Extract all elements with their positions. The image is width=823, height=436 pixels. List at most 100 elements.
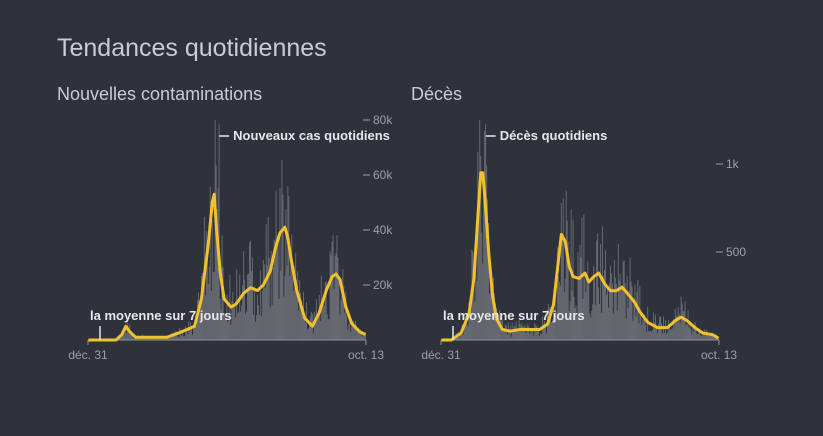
bar (512, 332, 514, 340)
bar (513, 325, 515, 340)
bar (349, 316, 351, 340)
bar (264, 288, 266, 340)
bar (541, 334, 543, 340)
bar (643, 313, 645, 340)
bar (299, 280, 301, 340)
bar (701, 336, 703, 340)
bar (588, 283, 590, 340)
x-tick-label: oct. 13 (701, 348, 737, 362)
bar (510, 336, 512, 340)
bar (620, 285, 622, 340)
bar (188, 321, 190, 340)
bar (628, 290, 630, 340)
bar (683, 311, 685, 340)
bar (350, 332, 352, 340)
bar (355, 320, 357, 340)
bar (285, 209, 287, 340)
bar (567, 241, 569, 340)
bar (626, 275, 628, 340)
bar (521, 322, 523, 340)
bar (465, 316, 467, 340)
bar (564, 279, 566, 340)
bar-series-label: Décès quotidiens (500, 128, 608, 143)
bar (180, 329, 182, 340)
avg-series-label: la moyenne sur 7 jours (90, 308, 232, 323)
bar (656, 328, 658, 340)
bar (475, 232, 477, 340)
bar (189, 330, 191, 340)
bar (597, 233, 599, 340)
bar (307, 329, 308, 340)
bar (531, 329, 533, 340)
bars-group (451, 120, 719, 341)
bar (509, 325, 511, 340)
bar (675, 316, 677, 340)
bar (514, 326, 516, 340)
bar (591, 310, 593, 340)
bar (216, 209, 218, 340)
bar (293, 290, 295, 340)
bar (678, 313, 680, 340)
bar (614, 277, 616, 340)
bar (624, 283, 626, 340)
bar (134, 338, 136, 340)
bar (654, 322, 656, 340)
bar (163, 337, 165, 340)
bar (550, 307, 551, 340)
bar (557, 276, 559, 340)
bar (145, 338, 147, 340)
bar (319, 320, 321, 340)
bar (677, 307, 679, 340)
bar (289, 276, 291, 340)
bar (523, 327, 525, 340)
bar (253, 314, 254, 340)
bar (685, 325, 687, 340)
bar (232, 291, 234, 340)
y-tick-label: 20k (373, 278, 393, 292)
bar (194, 322, 195, 340)
bar (587, 261, 589, 340)
bar (228, 315, 230, 340)
bar (608, 307, 609, 340)
bar (490, 283, 491, 340)
bar (322, 300, 324, 340)
bar (211, 219, 213, 340)
bar (688, 327, 690, 340)
bar (280, 270, 282, 340)
bar (351, 326, 353, 340)
bar (304, 317, 305, 340)
bar (627, 308, 629, 340)
bar (328, 319, 330, 340)
bar (590, 317, 592, 340)
bar (354, 324, 356, 340)
bar (579, 244, 581, 340)
bar (545, 324, 547, 340)
bar (552, 296, 554, 340)
bar (226, 294, 228, 340)
bar (569, 301, 571, 340)
bar (477, 151, 479, 340)
bar (634, 284, 636, 340)
bar (650, 330, 652, 340)
bar (186, 329, 188, 340)
bar (334, 255, 336, 340)
bar (553, 312, 555, 340)
bar (149, 338, 151, 340)
bar (231, 301, 233, 340)
bar (204, 295, 206, 340)
bar (155, 338, 157, 340)
bar (682, 311, 684, 340)
bar (269, 307, 271, 340)
bar (623, 260, 625, 340)
bar (213, 271, 215, 340)
bar (346, 315, 348, 340)
bar (147, 337, 149, 340)
bar (482, 263, 484, 340)
bar (644, 314, 646, 340)
y-tick-label: 40k (373, 223, 393, 237)
bar (621, 286, 623, 340)
bar (565, 190, 567, 340)
bar (242, 284, 244, 340)
bar (573, 297, 575, 340)
